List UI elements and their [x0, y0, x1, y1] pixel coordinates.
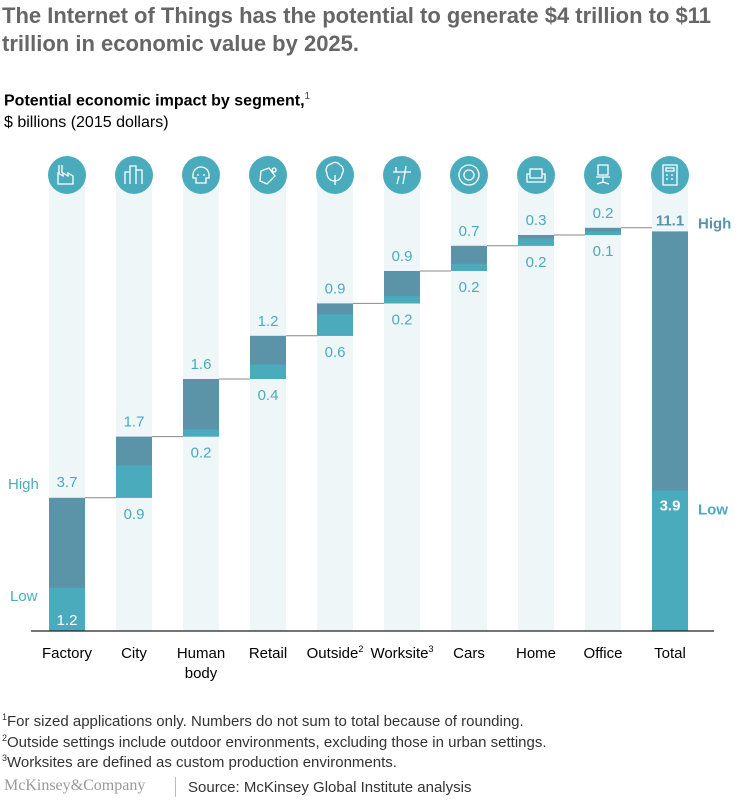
high-value-label: 0.2	[593, 205, 614, 222]
bar-low	[585, 231, 621, 235]
low-value-label: 0.9	[124, 506, 145, 523]
chart-subtitle: Potential economic impact by segment,1	[4, 91, 310, 110]
footnote-text: Outside settings include outdoor environ…	[7, 734, 547, 751]
category-label: Worksite3	[370, 644, 433, 662]
bar-low	[49, 587, 85, 631]
subtitle-text: Potential economic impact by segment,	[4, 92, 305, 110]
calculator-icon	[662, 164, 678, 186]
calculator-icon-circle	[651, 156, 689, 194]
brand-logo: McKinsey&Company	[4, 777, 146, 794]
tools-icon	[393, 165, 411, 185]
divider	[175, 777, 176, 797]
bar-high	[585, 227, 621, 235]
office-chair-icon	[596, 164, 610, 185]
skull-icon	[192, 166, 210, 184]
low-value-label: 0.1	[593, 243, 614, 260]
category-label: Cars	[453, 645, 485, 662]
footnote-text: Worksites are defined as custom producti…	[7, 754, 397, 771]
column-background	[518, 182, 554, 631]
subtitle-footnote-mark: 1	[304, 91, 311, 102]
units-label: $ billions (2015 dollars)	[4, 114, 169, 131]
column-background	[384, 182, 420, 631]
tools-icon-circle	[383, 156, 421, 194]
high-value-label: 1.2	[258, 313, 279, 330]
low-value-label: 0.2	[191, 445, 212, 462]
tree-icon	[325, 161, 344, 185]
footnote-3: 3Worksites are defined as custom product…	[2, 753, 397, 771]
low-value-label: 3.9	[660, 498, 681, 515]
category-label: Outside2	[307, 644, 364, 662]
low-value-label: 0.6	[325, 344, 346, 361]
high-value-label: 0.9	[325, 280, 346, 297]
bar-low	[183, 429, 219, 437]
chart-title: The Internet of Things has the potential…	[2, 3, 711, 56]
bar-low	[518, 238, 554, 246]
low-series-label: Low	[698, 502, 728, 519]
skull-icon-circle	[182, 156, 220, 194]
column-background	[585, 182, 621, 631]
low-value-label: 0.4	[258, 387, 279, 404]
category-label: Retail	[249, 645, 287, 662]
category-label: Human body	[177, 645, 225, 682]
high-value-label: 1.7	[124, 414, 145, 431]
category-label: Factory	[42, 645, 93, 662]
source-note: Source: McKinsey Global Institute analys…	[188, 779, 472, 796]
armchair-icon-circle	[517, 156, 555, 194]
footnote-1: 1For sized applications only. Numbers do…	[2, 712, 524, 730]
bar-high	[183, 379, 219, 437]
high-value-label: 3.7	[57, 474, 78, 491]
category-label: Total	[654, 645, 686, 662]
low-value-label: 0.2	[459, 279, 480, 296]
footnote-2: 2Outside settings include outdoor enviro…	[2, 733, 547, 751]
category-label: Office	[584, 645, 623, 662]
high-value-label: 0.7	[459, 223, 480, 240]
low-value-label: 0.2	[526, 254, 547, 271]
retail-icon	[259, 167, 277, 185]
armchair-icon	[526, 168, 546, 183]
waterfall-chart: 3.7 1.2 High Low Factory 1.7 0.9 City 1.6 0.2 Huma…	[8, 156, 731, 682]
bar-low	[116, 465, 152, 498]
bar-low	[652, 490, 688, 631]
low-series-label: Low	[10, 588, 38, 605]
high-value-label: 1.6	[191, 356, 212, 373]
factory-icon	[57, 165, 74, 185]
column-background	[116, 182, 152, 631]
bar-low	[451, 263, 487, 271]
bar-low	[250, 364, 286, 379]
column-background	[317, 182, 353, 631]
low-value-label: 1.2	[57, 612, 78, 629]
column-background	[250, 182, 286, 631]
category-label: City	[121, 645, 147, 662]
bar-low	[384, 296, 420, 304]
low-value-label: 0.2	[392, 311, 413, 328]
tire-icon-circle	[450, 156, 488, 194]
bar-low	[317, 314, 353, 336]
retail-icon-circle	[249, 156, 287, 194]
high-value-label: 0.3	[526, 212, 547, 229]
footnote-mark: 3	[2, 753, 8, 763]
city-icon	[124, 165, 143, 184]
high-value-label: 0.9	[392, 248, 413, 265]
tire-icon	[458, 164, 480, 186]
category-label: Home	[516, 645, 556, 662]
high-series-label: High	[8, 476, 39, 493]
footnote-mark: 1	[2, 712, 8, 722]
high-series-label: High	[698, 215, 731, 232]
high-value-label: 11.1	[656, 212, 684, 229]
footnote-text: For sized applications only. Numbers do …	[7, 713, 524, 730]
footnote-mark: 2	[2, 733, 8, 743]
city-icon-circle	[115, 156, 153, 194]
